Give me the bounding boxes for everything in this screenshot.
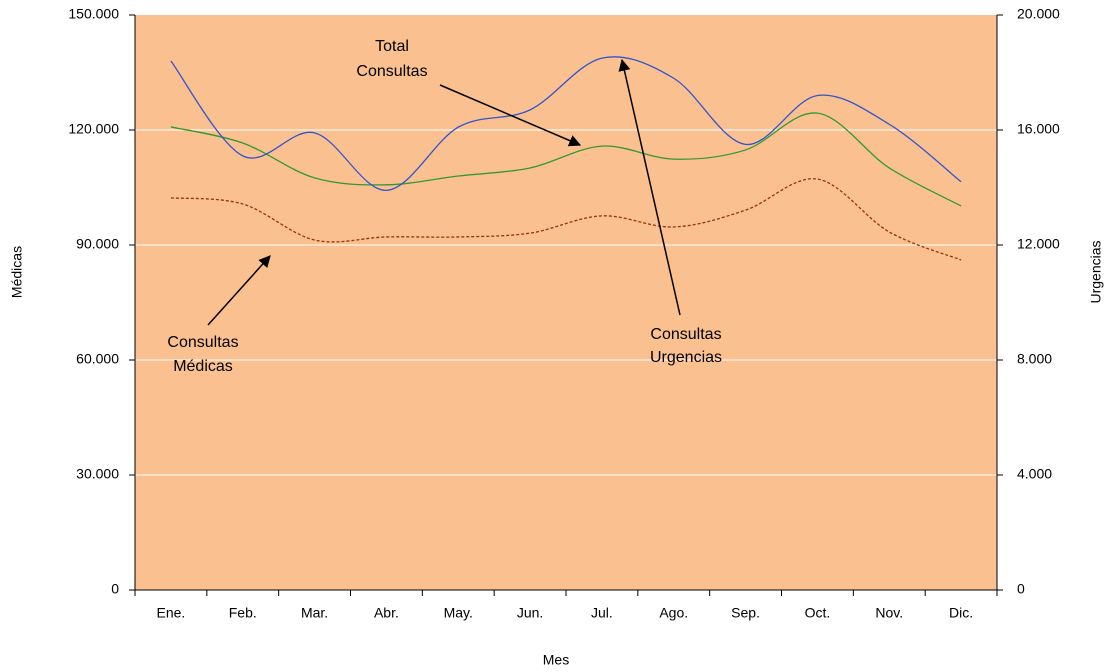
series-line: [170, 112, 962, 207]
annotation: Urgencias: [650, 349, 722, 366]
y-tick-label: 150.000: [68, 6, 119, 22]
series-line: [170, 56, 962, 192]
x-tick-label: Nov.: [875, 605, 903, 621]
x-axis-label: Mes: [543, 652, 569, 668]
y2-tick-label: 20.000: [1017, 6, 1060, 22]
annotation-arrow: [439, 84, 582, 147]
plot-area: [135, 15, 997, 590]
x-tick-label: Jun.: [517, 605, 543, 621]
annotation: Consultas: [650, 326, 721, 343]
y2-tick-label: 0: [1017, 581, 1025, 597]
y2-tick-label: 8.000: [1017, 351, 1052, 367]
x-tick-label: May.: [444, 605, 473, 621]
annotation: Consultas: [167, 334, 238, 351]
x-tick-label: Mar.: [301, 605, 328, 621]
y-axis-label: Médicas: [9, 246, 25, 298]
annotation-arrow: [207, 255, 271, 326]
annotation: Total: [375, 38, 409, 55]
y2-tick-label: 4.000: [1017, 466, 1052, 482]
y2-axis-label: Urgencias: [1088, 240, 1104, 303]
x-tick-label: Jul.: [591, 605, 613, 621]
annotation: Médicas: [173, 358, 233, 375]
x-tick-label: Ago.: [659, 605, 688, 621]
y-tick-label: 90.000: [76, 236, 119, 252]
x-tick-label: Dic.: [949, 605, 973, 621]
y-tick-label: 0: [111, 581, 119, 597]
y-tick-label: 120.000: [68, 121, 119, 137]
y-tick-label: 30.000: [76, 466, 119, 482]
y2-tick-label: 16.000: [1017, 121, 1060, 137]
x-tick-label: Sep.: [731, 605, 760, 621]
x-tick-label: Abr.: [374, 605, 399, 621]
annotation-arrow: [618, 58, 681, 316]
annotation: Consultas: [356, 63, 427, 80]
series-line: [170, 178, 962, 261]
x-tick-label: Ene.: [157, 605, 186, 621]
y-tick-label: 60.000: [76, 351, 119, 367]
x-tick-label: Oct.: [805, 605, 831, 621]
y2-tick-label: 12.000: [1017, 236, 1060, 252]
x-tick-label: Feb.: [229, 605, 257, 621]
